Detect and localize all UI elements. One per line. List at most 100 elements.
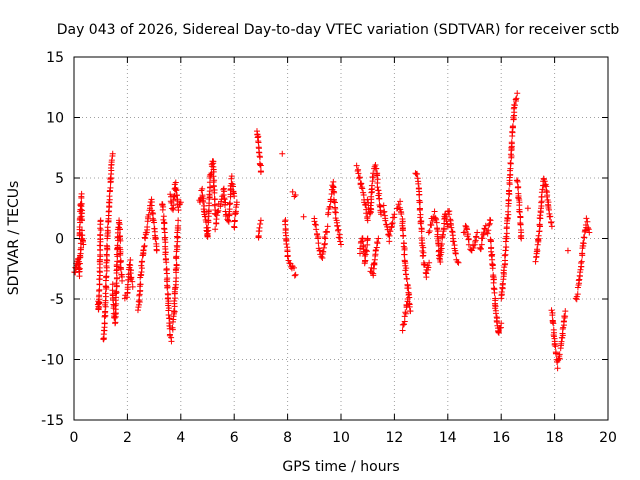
data-point — [102, 308, 109, 315]
data-point — [578, 258, 585, 265]
data-point — [513, 95, 520, 102]
data-point — [161, 229, 168, 236]
data-point — [129, 278, 136, 285]
data-point — [423, 274, 430, 281]
data-point — [97, 217, 104, 224]
data-point — [416, 206, 423, 213]
data-point — [332, 209, 339, 216]
data-point — [382, 217, 389, 224]
data-point — [372, 247, 379, 254]
data-point — [371, 259, 378, 266]
data-point — [355, 175, 362, 182]
data-point — [465, 231, 472, 238]
data-point — [151, 219, 158, 226]
data-point — [337, 238, 344, 245]
data-point — [285, 257, 292, 264]
data-point — [536, 228, 543, 235]
data-point — [477, 245, 484, 252]
data-point — [321, 234, 328, 241]
data-point — [292, 191, 299, 198]
data-point — [455, 259, 462, 266]
data-point — [479, 235, 486, 242]
data-point — [368, 196, 375, 203]
data-point — [175, 217, 182, 224]
data-point — [206, 202, 213, 209]
data-point — [580, 240, 587, 247]
data-point — [78, 200, 85, 207]
data-point — [170, 202, 177, 209]
data-point — [363, 248, 370, 255]
data-point — [96, 286, 103, 293]
data-point — [215, 207, 222, 214]
data-point — [380, 202, 387, 209]
data-point — [327, 203, 334, 210]
data-point — [111, 314, 118, 321]
data-point — [484, 230, 491, 237]
data-point — [450, 235, 457, 242]
data-point — [254, 134, 261, 141]
data-point — [577, 266, 584, 273]
data-point — [171, 303, 178, 310]
data-point — [353, 162, 360, 169]
data-point — [536, 221, 543, 228]
data-point — [320, 244, 327, 251]
data-point — [204, 224, 211, 231]
data-point — [429, 217, 436, 224]
data-point — [503, 244, 510, 251]
data-point — [172, 179, 179, 186]
data-point — [128, 276, 135, 283]
data-point — [103, 251, 110, 258]
data-point — [289, 188, 296, 195]
data-point — [426, 227, 433, 234]
data-point — [257, 161, 264, 168]
data-point — [231, 217, 238, 224]
data-point — [508, 139, 515, 146]
data-point — [542, 182, 549, 189]
data-point — [364, 235, 371, 242]
data-point — [211, 201, 218, 208]
data-point — [231, 223, 238, 230]
data-point — [548, 307, 555, 314]
data-point — [490, 279, 497, 286]
data-point — [172, 266, 179, 273]
data-point — [481, 225, 488, 232]
data-point — [358, 184, 365, 191]
data-point — [169, 326, 176, 333]
data-point — [112, 319, 119, 326]
data-point — [487, 217, 494, 224]
data-point — [517, 214, 524, 221]
data-point — [174, 222, 181, 229]
data-point — [228, 173, 235, 180]
data-point — [102, 290, 109, 297]
data-point — [439, 231, 446, 238]
data-point — [465, 241, 472, 248]
data-point — [226, 200, 233, 207]
data-point — [230, 189, 237, 196]
data-point — [108, 167, 115, 174]
data-point — [403, 275, 410, 282]
data-point — [136, 291, 143, 298]
data-point — [170, 193, 177, 200]
y-tick-label: -15 — [41, 413, 64, 429]
data-point — [364, 217, 371, 224]
data-point — [257, 221, 264, 228]
data-point — [485, 227, 492, 234]
data-point — [509, 128, 516, 135]
data-point — [438, 240, 445, 247]
x-tick-label: 10 — [332, 430, 350, 446]
data-point — [103, 242, 110, 249]
data-point — [292, 271, 299, 278]
y-tick-labels: -15 -10 -5 0 5 10 15 — [41, 50, 64, 429]
x-tick-labels: 0 2 4 6 8 10 12 14 16 18 20 — [70, 430, 617, 446]
data-point — [486, 221, 493, 228]
data-point — [152, 236, 159, 243]
data-point — [518, 235, 525, 242]
x-tick-label: 0 — [70, 430, 79, 446]
y-tick-label: 0 — [55, 232, 64, 248]
data-point — [233, 204, 240, 211]
x-axis-label: GPS time / hours — [282, 459, 399, 475]
data-point — [200, 199, 207, 206]
data-point — [96, 258, 103, 265]
data-point — [174, 244, 181, 251]
data-point — [514, 184, 521, 191]
